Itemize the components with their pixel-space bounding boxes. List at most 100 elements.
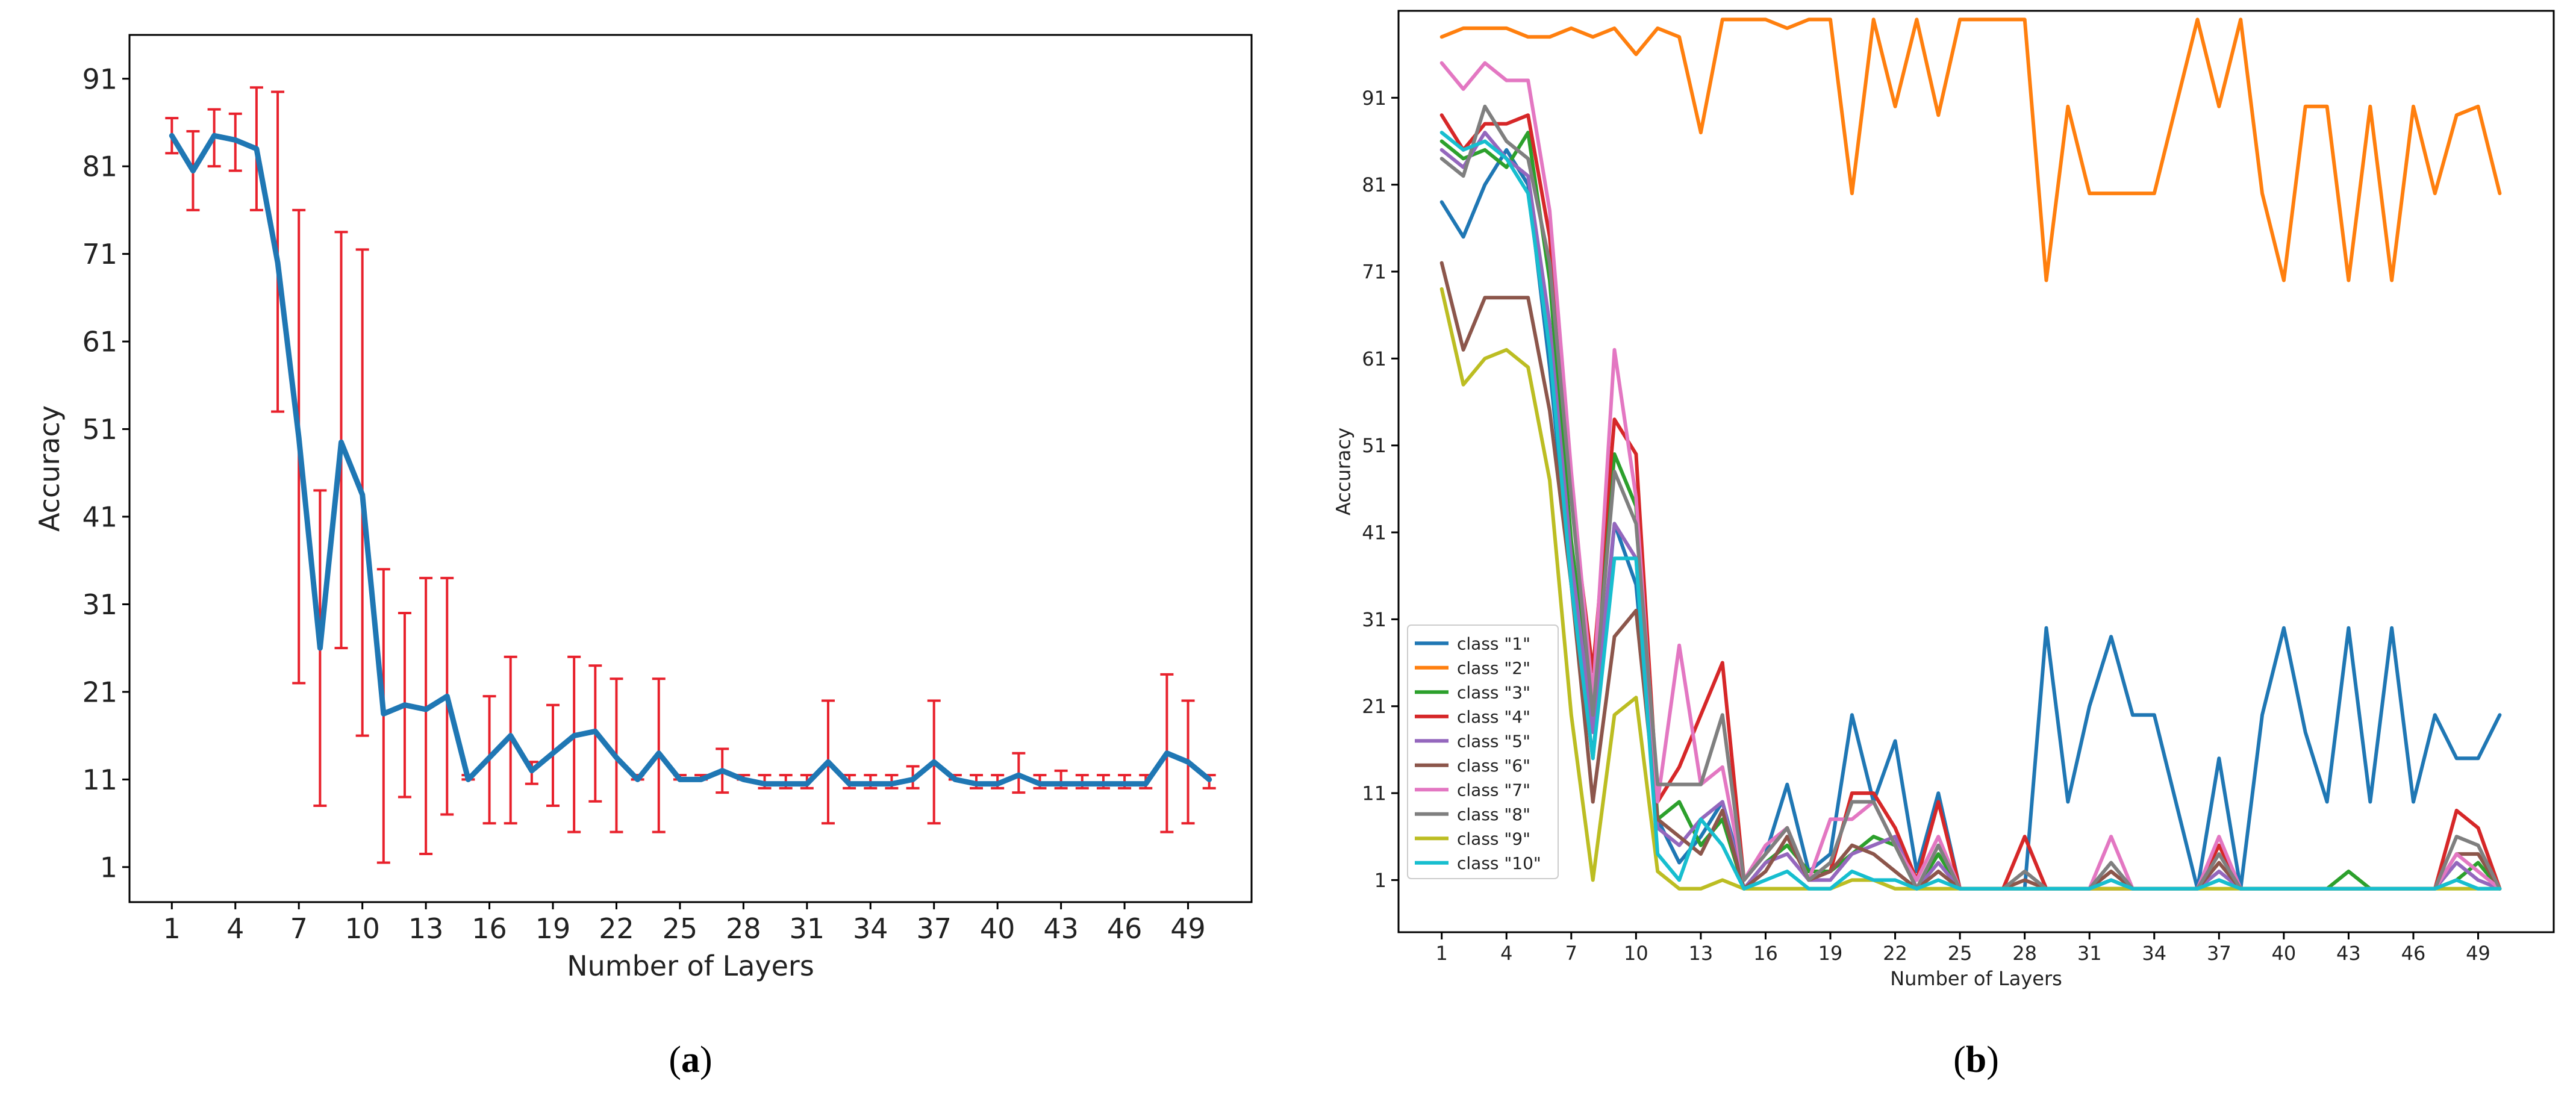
y-tick-label: 11 [82,764,117,796]
y-tick-label: 91 [82,63,117,95]
legend-entry: class "8" [1415,805,1530,824]
panel-b-x-ticks: 1 4 7 10 13 16 19 22 25 28 31 34 37 40 43 46 49 [1436,932,2490,965]
x-tick-label: 13 [408,912,444,945]
x-tick-label: 19 [535,912,571,945]
x-tick-label: 46 [1107,912,1143,945]
x-tick-label: 1 [1436,942,1448,965]
y-tick-label: 71 [82,238,117,270]
x-tick-label: 37 [2207,942,2231,965]
x-tick-label: 28 [726,912,761,945]
panel-a-x-ticks: 1 4 7 10 13 16 19 22 25 28 31 34 37 40 43 46 49 [163,902,1206,945]
errorbar [567,655,581,833]
y-tick-label: 61 [1362,347,1386,370]
legend-label: class "6" [1457,756,1530,776]
panel-b-y-axis-label: Accuracy [1332,428,1355,515]
legend-entry: class "7" [1415,780,1530,800]
mean-accuracy-line [169,132,1212,787]
x-tick-label: 46 [2401,942,2426,965]
x-tick-label: 31 [2077,942,2102,965]
y-tick-label: 61 [82,326,117,358]
panel-b-legend: class "1" class "2" class "3" class "4" clas… [1407,624,1559,879]
x-tick-label: 7 [1565,942,1577,965]
legend-label: class "1" [1457,634,1530,653]
panel-a-chart: 1 4 7 10 13 16 19 22 25 28 31 34 37 40 43 46 49 11121314… [33,34,1253,1080]
y-tick-label: 41 [82,501,117,534]
x-tick-label: 37 [916,912,952,945]
y-tick-label: 71 [1362,261,1386,284]
y-tick-label: 31 [82,588,117,621]
x-tick-label: 49 [1170,912,1206,945]
y-tick-label: 1 [1374,869,1386,892]
panel-b-chart: 1 4 7 10 13 16 19 22 25 28 31 34 37 40 43 46 49 11121314… [1332,10,2555,1080]
x-tick-label: 22 [599,912,634,945]
panel-b-axes-frame [1397,10,2555,933]
series-line-class-10 [1439,131,2502,891]
legend-entry: class "5" [1415,731,1530,751]
legend-label: class "10" [1457,853,1541,873]
x-tick-label: 34 [853,912,888,945]
x-tick-label: 43 [1043,912,1079,945]
x-tick-label: 25 [1948,942,1973,965]
panel-a-caption: (a) [669,1039,712,1080]
panel-b-caption-letter: b [1966,1039,1986,1080]
x-tick-label: 13 [1689,942,1714,965]
x-tick-label: 31 [790,912,825,945]
panel-b-x-axis-label: Number of Layers [1890,967,2062,990]
y-tick-label: 21 [82,676,117,708]
legend-entry: class "6" [1415,756,1530,776]
panel-a-y-axis-label: Accuracy [33,405,66,532]
legend-label: class "2" [1457,658,1530,678]
y-tick-label: 51 [1362,434,1386,457]
x-tick-label: 49 [2466,942,2490,965]
panel-a-caption-letter: a [681,1039,700,1080]
y-tick-label: 21 [1362,695,1386,718]
x-tick-label: 34 [2142,942,2166,965]
x-tick-label: 19 [1818,942,1843,965]
x-tick-label: 10 [345,912,380,945]
y-tick-label: 81 [1362,173,1386,196]
panel-a-x-axis-label: Number of Layers [567,950,814,982]
legend-entry: class "9" [1415,829,1530,849]
legend-entry: class "10" [1415,853,1541,873]
legend-entry: class "2" [1415,658,1530,678]
y-tick-label: 41 [1362,522,1386,544]
legend-label: class "5" [1457,731,1530,751]
panel-b-plot-area [1439,17,2502,891]
legend-entry: class "1" [1415,634,1530,653]
panel-b-caption: (b) [1953,1039,1999,1080]
x-tick-label: 28 [2012,942,2037,965]
y-tick-label: 1 [100,851,117,883]
legend-label: class "9" [1457,829,1530,849]
legend-label: class "7" [1457,780,1530,800]
y-tick-label: 51 [82,413,117,446]
y-tick-label: 81 [82,151,117,183]
x-tick-label: 10 [1624,942,1648,965]
panel-a-axes-frame [128,34,1253,903]
x-tick-label: 22 [1883,942,1907,965]
legend-entry: class "4" [1415,707,1530,727]
x-tick-label: 16 [472,912,507,945]
legend-label: class "4" [1457,707,1530,727]
y-tick-label: 11 [1362,782,1386,805]
y-tick-label: 31 [1362,608,1386,631]
x-tick-label: 7 [290,912,308,945]
panel-a-plot-area [165,86,1216,864]
x-tick-label: 43 [2336,942,2361,965]
y-tick-label: 91 [1362,87,1386,110]
x-tick-label: 4 [226,912,244,945]
series-line-class-2 [1439,17,2502,282]
x-tick-label: 25 [663,912,698,945]
x-tick-label: 4 [1500,942,1512,965]
legend-entry: class "3" [1415,682,1530,702]
legend-label: class "3" [1457,682,1530,702]
legend-label: class "8" [1457,805,1530,824]
x-tick-label: 16 [1753,942,1778,965]
errorbar [419,576,433,855]
x-tick-label: 1 [163,912,181,945]
x-tick-label: 40 [2272,942,2297,965]
x-tick-label: 40 [980,912,1015,945]
